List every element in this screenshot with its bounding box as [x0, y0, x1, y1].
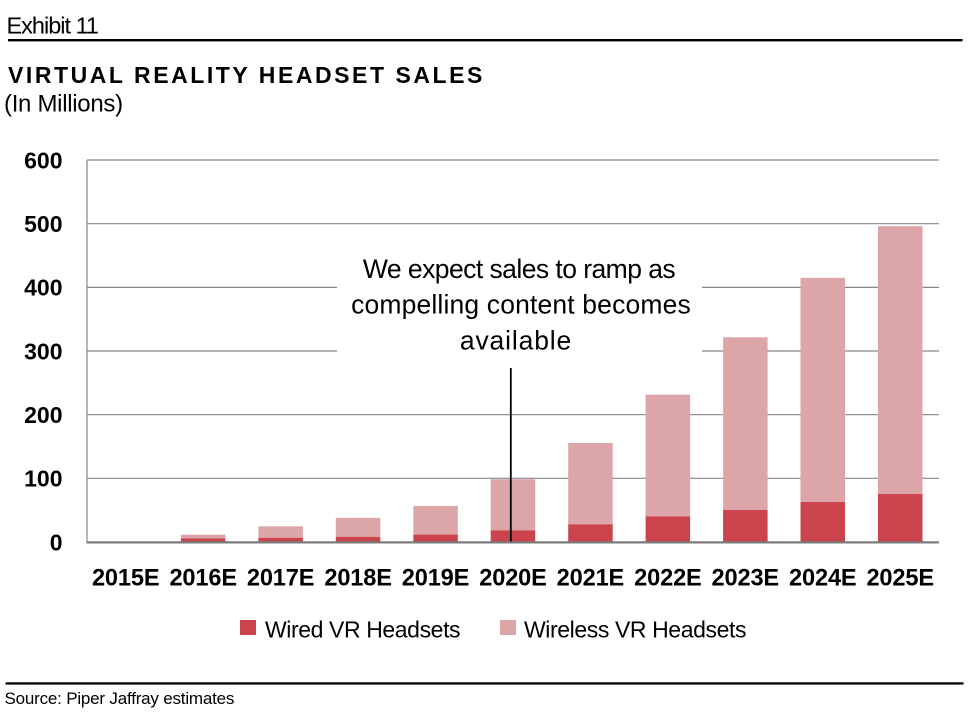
- svg-text:We expect sales to ramp as: We expect sales to ramp as: [363, 254, 675, 284]
- svg-text:2023E: 2023E: [712, 566, 779, 592]
- svg-text:2020E: 2020E: [479, 566, 546, 592]
- svg-text:2025E: 2025E: [866, 566, 933, 592]
- svg-text:2017E: 2017E: [247, 566, 314, 592]
- svg-text:200: 200: [24, 402, 62, 428]
- svg-text:Wireless VR Headsets: Wireless VR Headsets: [524, 617, 746, 643]
- svg-text:400: 400: [24, 275, 62, 301]
- svg-text:2018E: 2018E: [324, 566, 391, 592]
- svg-text:2019E: 2019E: [402, 566, 469, 592]
- svg-text:VIRTUAL REALITY HEADSET SALES: VIRTUAL REALITY HEADSET SALES: [8, 62, 485, 88]
- svg-text:300: 300: [24, 338, 62, 364]
- svg-text:(In Millions): (In Millions): [4, 91, 123, 118]
- svg-text:Wired VR Headsets: Wired VR Headsets: [265, 617, 460, 643]
- svg-text:compelling content becomes: compelling content becomes: [351, 290, 691, 320]
- svg-text:available: available: [460, 325, 572, 355]
- svg-text:2022E: 2022E: [634, 566, 701, 592]
- svg-text:2015E: 2015E: [92, 566, 159, 592]
- svg-text:0: 0: [50, 530, 63, 556]
- svg-text:2021E: 2021E: [557, 566, 624, 592]
- svg-text:Source: Piper Jaffray estimate: Source: Piper Jaffray estimates: [5, 689, 235, 708]
- svg-text:600: 600: [24, 147, 62, 173]
- svg-text:Exhibit 11: Exhibit 11: [7, 13, 98, 39]
- svg-text:2024E: 2024E: [789, 566, 856, 592]
- svg-text:500: 500: [24, 211, 62, 237]
- svg-text:2016E: 2016E: [169, 566, 236, 592]
- svg-text:100: 100: [24, 466, 62, 492]
